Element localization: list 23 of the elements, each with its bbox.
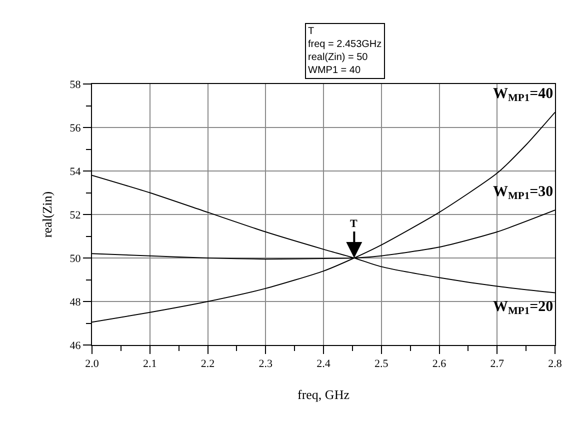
x-tick-label: 2.2 — [200, 358, 215, 370]
y-tick-label: 52 — [70, 209, 81, 222]
y-tick-label: 58 — [70, 78, 82, 91]
y-axis-title: real(Zin) — [40, 191, 55, 238]
x-tick-label: 2.6 — [432, 358, 447, 370]
text: T freq = 2.453GHz real(Zin) = 50 WMP1 = 40 — [308, 26, 382, 76]
series-label: W$_{MP1}$=40 — [493, 86, 554, 104]
y-tick-label: 50 — [70, 252, 82, 265]
series-label: W$_{MP1}$=20 — [493, 299, 554, 318]
y-tick-label: 54 — [70, 166, 82, 178]
y-tick-label: 56 — [70, 122, 82, 134]
x-tick-label: 2.4 — [316, 358, 331, 370]
x-tick-label: 2.1 — [143, 358, 157, 370]
x-tick-label: 2.7 — [490, 358, 505, 370]
series-label: W$_{MP1}$=30 — [493, 184, 554, 202]
x-tick-label: 2.5 — [374, 358, 389, 370]
y-tick-label: 48 — [70, 296, 82, 308]
y-tick-label: 46 — [70, 340, 82, 352]
x-tick-label: 2.8 — [548, 358, 562, 370]
x-tick-label: 2.3 — [258, 358, 274, 370]
x-tick-label: 2.0 — [85, 358, 100, 370]
x-axis-title: freq, GHz — [298, 386, 350, 402]
annotation: T — [350, 218, 358, 230]
